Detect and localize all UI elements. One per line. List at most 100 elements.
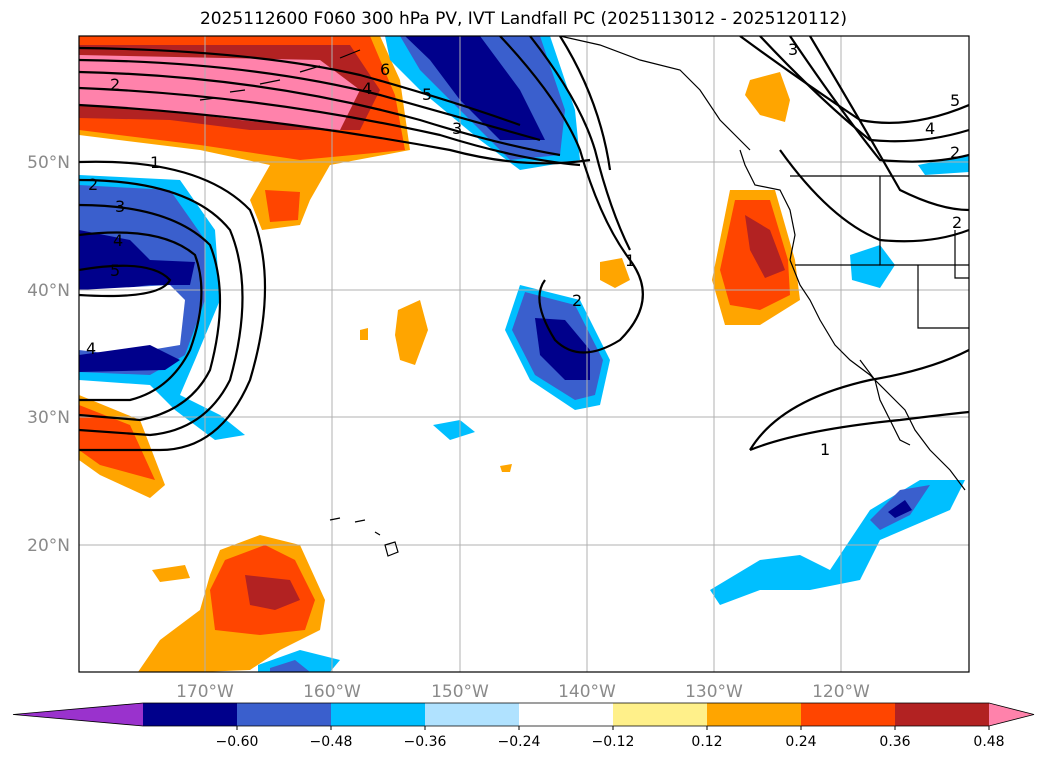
- shade-se-navy: [888, 500, 912, 518]
- shade-sub-small-orange: [152, 565, 190, 582]
- shade-nw-small-red: [265, 190, 300, 222]
- contour-low-2: [79, 178, 244, 437]
- shade-small-cyan-1: [433, 420, 475, 440]
- shade-goa-navy: [405, 36, 545, 140]
- shade-small-orange-3: [360, 328, 368, 340]
- colorbar-tick-label: −0.24: [498, 734, 541, 750]
- lat-label: 40°N: [27, 281, 70, 301]
- colorbar-tick-label: 0.12: [691, 734, 722, 750]
- colorbar-box: [425, 703, 520, 726]
- contour-low-5: [79, 264, 172, 298]
- shade-nw-pink: [79, 55, 360, 130]
- shade-nw-orange-2: [745, 72, 790, 122]
- contour-label: 5: [110, 261, 120, 280]
- coast-baja: [859, 359, 911, 446]
- map-title: 2025112600 F060 300 hPa PV, IVT Landfall…: [199, 9, 847, 29]
- contour-label: 4: [86, 339, 96, 358]
- colorbar-box: [519, 703, 614, 726]
- contour-labels: 2 1 2 3 4 5 4 5 3 4 6 1 2 1 3 5 4 2 2: [86, 40, 962, 459]
- contour-low-4: [79, 231, 203, 402]
- contour-label: 4: [925, 119, 935, 138]
- shade-small-orange-2: [395, 300, 428, 365]
- contour-ne-1: [779, 149, 969, 243]
- colorbar-tick-label: 0.24: [785, 734, 816, 750]
- contour-label: 2: [952, 213, 962, 232]
- colorbar-box: [895, 703, 990, 726]
- lon-label: 150°W: [431, 682, 489, 702]
- colorbar-tick-label: −0.12: [592, 734, 635, 750]
- colorbar-tick-label: −0.48: [310, 734, 353, 750]
- contour-low-1: [79, 160, 267, 452]
- colorbar-tick-label: −0.60: [216, 734, 259, 750]
- shade-small-orange-1: [600, 258, 630, 288]
- shade-east-cyan-1: [850, 245, 895, 288]
- contour-label: 5: [422, 85, 432, 104]
- longitude-labels: 170°W 160°W 150°W 140°W 130°W 120°W: [176, 682, 870, 702]
- contours: [79, 36, 969, 452]
- contour-ridge-1: [499, 36, 644, 354]
- colorbar-tick-label: 0.36: [879, 734, 910, 750]
- contour-north-3: [79, 70, 561, 157]
- colorbar-box: [707, 703, 802, 726]
- lon-label: 120°W: [812, 682, 870, 702]
- contour-ridge-2: [529, 36, 631, 251]
- colorbar-tick-label: 0.48: [973, 734, 1004, 750]
- coast-california: [789, 259, 966, 491]
- contour-east-1: [749, 349, 969, 451]
- shade-central-navy: [535, 318, 590, 380]
- border-states-3: [917, 265, 969, 329]
- colorbar-extend-low: [13, 703, 143, 726]
- colorbar-box: [613, 703, 708, 726]
- hawaii: [329, 517, 399, 557]
- contour-label: 2: [950, 143, 960, 162]
- coast-alaska: [559, 36, 751, 151]
- contour-low-3: [79, 203, 222, 422]
- contour-label: 1: [150, 153, 160, 172]
- lat-label: 30°N: [27, 408, 70, 428]
- shade-west-white-hole: [79, 285, 185, 355]
- coast-bc-washington: [739, 149, 796, 261]
- colorbar-tick-label: −0.36: [404, 734, 447, 750]
- shade-cal-dark-red: [745, 215, 785, 278]
- contour-label: 1: [820, 440, 830, 459]
- colorbar-outline: [12, 702, 1035, 727]
- contour-label: 1: [625, 251, 635, 270]
- contour-north-4: [79, 58, 541, 142]
- contour-ne-2: [809, 36, 969, 212]
- lon-label: 140°W: [558, 682, 616, 702]
- colorbar: −0.60 −0.48 −0.36 −0.24 −0.12 0.12 0.24 0.36 0.4…: [12, 702, 1035, 750]
- shade-bottom-blue: [270, 660, 310, 672]
- colorbar-box: [801, 703, 896, 726]
- shade-west-navy-2: [79, 345, 180, 372]
- coastlines: [199, 36, 969, 557]
- shade-small-orange-4: [500, 464, 512, 472]
- contour-north-5: [79, 46, 521, 127]
- lon-label: 130°W: [685, 682, 743, 702]
- contour-label: 4: [362, 79, 372, 98]
- lon-label: 170°W: [176, 682, 234, 702]
- contour-east-1b: [749, 410, 969, 452]
- contour-ne-3: [789, 36, 969, 163]
- contour-label: 4: [113, 231, 123, 250]
- contour-label: 5: [950, 91, 960, 110]
- contour-label: 2: [572, 291, 582, 310]
- contour-label: 3: [788, 40, 798, 59]
- contour-label: 6: [380, 60, 390, 79]
- colorbar-box: [237, 703, 332, 726]
- contour-label: 2: [110, 75, 120, 94]
- shade-west-navy: [79, 230, 195, 295]
- shade-east-cyan-2: [918, 155, 969, 175]
- contour-label: 3: [115, 197, 125, 216]
- contour-label: 2: [88, 175, 98, 194]
- colorbar-extend-high: [989, 703, 1034, 726]
- lon-label: 160°W: [303, 682, 361, 702]
- shade-sw-redorange: [79, 405, 155, 480]
- contour-north-2: [79, 86, 581, 167]
- contour-label: 3: [452, 119, 462, 138]
- lat-label: 50°N: [27, 153, 70, 173]
- contour-north-1: [79, 103, 591, 165]
- border-states-4: [954, 230, 969, 279]
- shade-sub-dark-red: [245, 575, 300, 610]
- lat-label: 20°N: [27, 536, 70, 556]
